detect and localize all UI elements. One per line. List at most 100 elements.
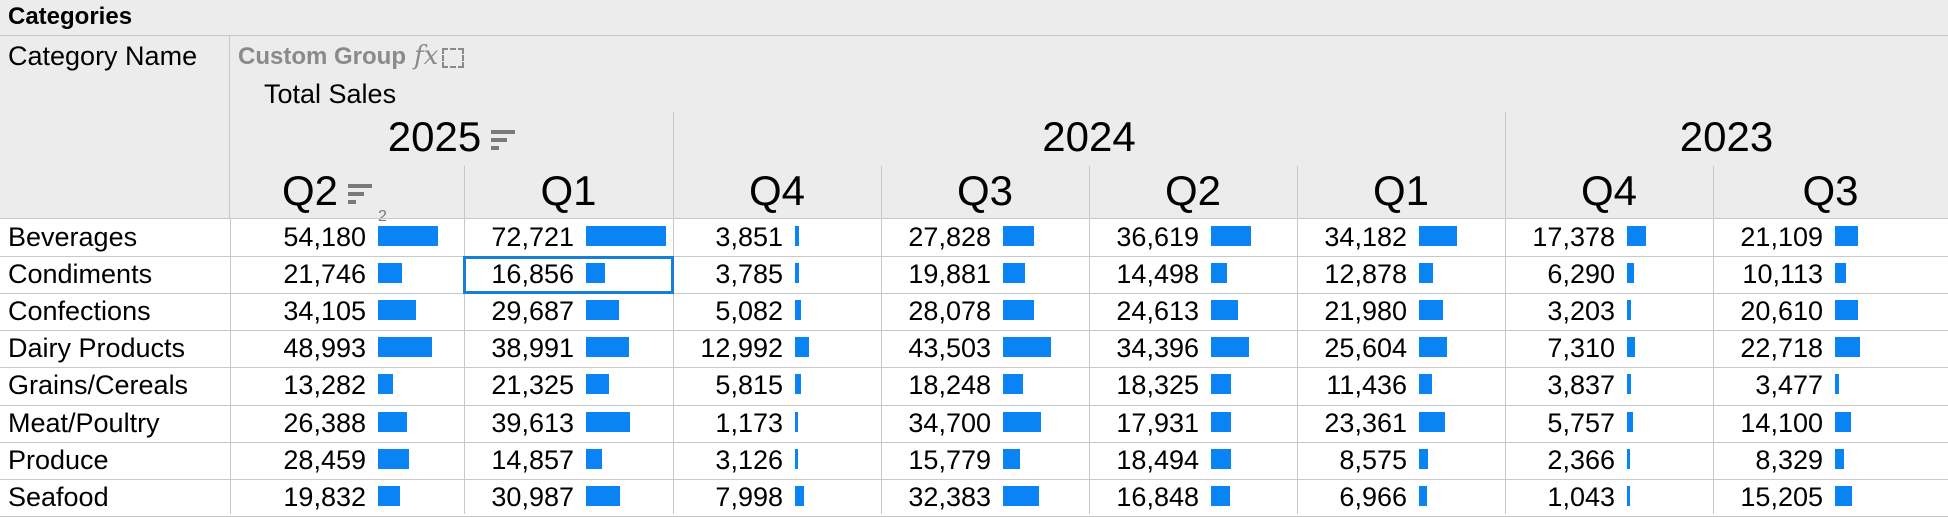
data-bar	[586, 300, 619, 321]
row-label[interactable]: Produce	[8, 444, 109, 475]
table-cell-value[interactable]: 29,687	[491, 296, 574, 327]
table-cell-value[interactable]: 16,848	[1116, 481, 1199, 512]
table-cell-value[interactable]: 12,992	[700, 333, 783, 364]
fx-icon[interactable]: fx	[414, 41, 439, 71]
table-cell-value[interactable]: 21,109	[1740, 222, 1823, 252]
table-cell-value[interactable]: 3,851	[715, 222, 783, 252]
table-cell-value[interactable]: 38,991	[491, 333, 574, 364]
table-cell-value[interactable]: 28,459	[283, 444, 366, 475]
table-cell-value[interactable]: 32,383	[908, 481, 991, 512]
table-cell-value[interactable]: 25,604	[1324, 333, 1407, 364]
quarter-header[interactable]: Q1	[540, 167, 597, 214]
table-cell-value[interactable]: 19,881	[908, 259, 991, 290]
table-cell-value[interactable]: 3,126	[715, 444, 783, 475]
table-cell-value[interactable]: 19,832	[283, 481, 366, 512]
row-field-category-name[interactable]: Category Name	[8, 41, 198, 71]
table-cell-value[interactable]: 34,396	[1116, 333, 1199, 364]
table-cell-value[interactable]: 8,329	[1755, 444, 1823, 475]
table-cell-value[interactable]: 18,494	[1116, 444, 1199, 475]
table-cell-value[interactable]: 17,931	[1116, 407, 1199, 438]
table-cell-value[interactable]: 21,746	[283, 259, 366, 290]
column-divider	[464, 219, 465, 514]
table-cell-value[interactable]: 39,613	[491, 407, 574, 438]
table-cell-value[interactable]: 1,173	[715, 407, 783, 438]
quarter-header[interactable]: Q3	[956, 167, 1014, 214]
row-label[interactable]: Condiments	[8, 259, 153, 290]
data-bar	[378, 263, 402, 284]
quarter-label: Q2	[281, 167, 339, 214]
row-divider	[0, 293, 1948, 294]
table-cell-value[interactable]: 1,043	[1547, 481, 1615, 512]
table-cell-value[interactable]: 15,779	[908, 444, 991, 475]
table-cell-value[interactable]: 18,248	[908, 370, 991, 401]
row-label[interactable]: Dairy Products	[8, 333, 186, 364]
table-cell-value[interactable]: 5,082	[715, 296, 783, 327]
table-cell-value[interactable]: 3,837	[1547, 370, 1615, 401]
table-cell-value[interactable]: 10,113	[1742, 259, 1823, 290]
year-header-2024[interactable]: 2024	[1042, 113, 1136, 160]
quarter-header[interactable]: Q1	[1372, 167, 1430, 214]
table-cell-value[interactable]: 6,290	[1547, 259, 1615, 290]
table-cell-value[interactable]: 34,105	[283, 296, 366, 327]
table-cell-value[interactable]: 26,388	[283, 407, 366, 438]
table-cell-value[interactable]: 12,878	[1324, 259, 1407, 290]
table-cell-value[interactable]: 16,856	[491, 259, 574, 290]
table-cell-value[interactable]: 3,477	[1755, 370, 1823, 401]
table-cell-value[interactable]: 17,378	[1532, 222, 1615, 252]
row-label[interactable]: Beverages	[8, 222, 138, 252]
row-label[interactable]: Meat/Poultry	[8, 407, 160, 438]
table-cell-value[interactable]: 3,203	[1547, 296, 1615, 327]
row-divider	[0, 256, 1948, 257]
table-cell-value[interactable]: 54,180	[283, 222, 366, 252]
table-cell-value[interactable]: 21,980	[1324, 296, 1407, 327]
table-cell-value[interactable]: 23,361	[1324, 407, 1407, 438]
table-cell-value[interactable]: 36,619	[1116, 222, 1199, 252]
year-header-2025[interactable]: 2025	[230, 112, 673, 166]
table-cell-value[interactable]: 30,987	[491, 481, 574, 512]
custom-group-field[interactable]: Custom Group fx	[230, 38, 650, 74]
table-cell-value[interactable]: 7,310	[1547, 333, 1615, 364]
table-cell-value[interactable]: 27,828	[908, 222, 991, 252]
row-label[interactable]: Confections	[8, 296, 151, 327]
table-cell-value[interactable]: 24,613	[1116, 296, 1199, 327]
dashed-box-icon[interactable]	[442, 47, 465, 68]
table-cell-value[interactable]: 28,078	[908, 296, 991, 327]
year-header-2023[interactable]: 2023	[1679, 113, 1774, 160]
row-label[interactable]: Grains/Cereals	[8, 370, 189, 401]
table-cell-value[interactable]: 2,366	[1547, 444, 1615, 475]
data-bar	[378, 448, 409, 469]
table-cell-value[interactable]: 7,998	[715, 481, 783, 512]
data-bar	[378, 411, 407, 432]
table-cell-value[interactable]: 6,966	[1339, 481, 1407, 512]
table-cell-value[interactable]: 34,182	[1324, 222, 1407, 252]
table-cell-value[interactable]: 21,325	[491, 370, 574, 401]
table-cell-value[interactable]: 48,993	[283, 333, 366, 364]
table-cell-value[interactable]: 5,815	[715, 370, 783, 401]
table-cell-value[interactable]: 5,757	[1547, 407, 1615, 438]
quarter-header[interactable]: Q4	[1580, 167, 1638, 214]
sort-descending-icon[interactable]: 2	[348, 182, 387, 225]
table-cell-value[interactable]: 18,325	[1116, 370, 1199, 401]
table-cell-value[interactable]: 15,205	[1740, 481, 1823, 512]
row-label[interactable]: Seafood	[8, 481, 109, 512]
quarter-header[interactable]: Q4	[748, 167, 806, 214]
table-cell-value[interactable]: 14,100	[1740, 407, 1823, 438]
divider	[1089, 166, 1090, 218]
quarter-header[interactable]: Q2	[1164, 167, 1222, 214]
quarter-header[interactable]: Q2 2	[230, 166, 464, 225]
table-cell-value[interactable]: 3,785	[715, 259, 783, 290]
table-cell-value[interactable]: 14,498	[1116, 259, 1199, 290]
table-cell-value[interactable]: 13,282	[283, 370, 366, 401]
table-cell-value[interactable]: 22,718	[1740, 333, 1823, 364]
table-cell-value[interactable]: 8,575	[1339, 444, 1407, 475]
table-cell-value[interactable]: 20,610	[1740, 296, 1823, 327]
table-cell-value[interactable]: 11,436	[1326, 370, 1407, 401]
table-cell-value[interactable]: 43,503	[908, 333, 991, 364]
table-cell-value[interactable]: 72,721	[491, 222, 574, 252]
table-cell-value[interactable]: 14,857	[491, 444, 574, 475]
quarter-header[interactable]: Q3	[1802, 167, 1859, 214]
table-cell-value[interactable]: 34,700	[908, 407, 991, 438]
data-bar	[1835, 485, 1852, 506]
sort-descending-icon[interactable]	[491, 128, 516, 152]
